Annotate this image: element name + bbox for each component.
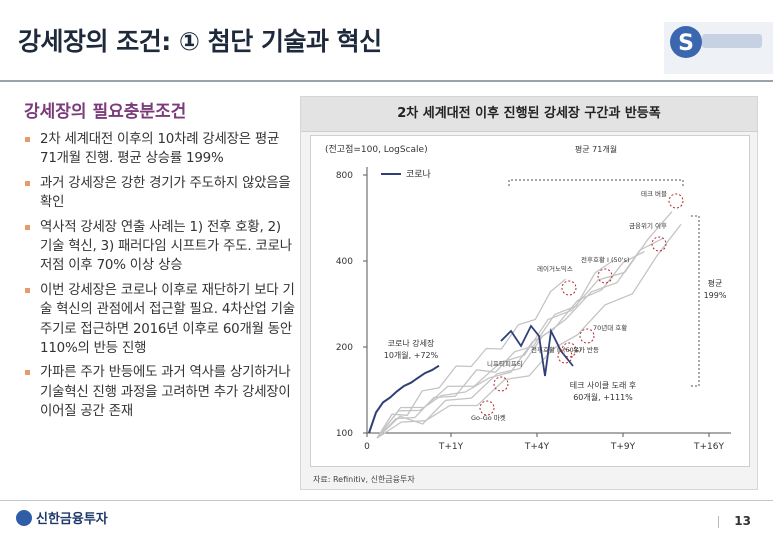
footer-divider [0, 500, 773, 501]
event-marker [579, 328, 595, 344]
bullet-item: 이번 강세장은 코로나 이후로 재단하기 보다 기술 혁신의 관점에서 접근할 … [24, 281, 296, 359]
bullet-marker-icon [25, 224, 30, 230]
avg-return-bracket [691, 215, 700, 387]
bullet-item: 가파른 주가 반등에도 과거 역사를 상기하거나 기술혁신 진행 과정을 고려하… [24, 363, 296, 421]
bullet-marker-icon [25, 287, 30, 293]
corona-annotation: 코로나 강세장 [388, 338, 435, 348]
bull-market-chart: (전고점=100, LogScale) 100 200 400 800 0 T+1Y T+4Y… [325, 143, 731, 452]
chart-panel: 2차 세계대전 이후 진행된 강세장 구간과 반등폭 (전고점=100, Log… [300, 96, 758, 490]
corona-series-line [368, 364, 440, 434]
x-tick-label: 0 [364, 442, 370, 452]
avg-span-label: 평균 71개월 [575, 144, 617, 154]
event-marker [651, 236, 667, 252]
event-label: Go-Go 마켓 [471, 413, 506, 422]
event-marker [479, 400, 495, 416]
history-series-line [376, 237, 664, 439]
x-tick-label: T+1Y [438, 442, 464, 452]
avg-return-label: 평균 [708, 278, 723, 288]
event-marker [493, 376, 509, 392]
event-label: 금융위기 이후 [629, 221, 667, 230]
y-tick-label: 100 [336, 429, 353, 439]
y-tick-label: 400 [336, 257, 353, 267]
event-marker [597, 268, 613, 284]
tech-cycle-annotation: 60개월, +111% [573, 392, 633, 402]
event-label: 전후호황 I (50's) [581, 255, 630, 264]
tech-cycle-annotation: 테크 사이클 도래 후 [570, 380, 637, 390]
bullet-item: 역사적 강세장 연출 사례는 1) 전후 호황, 2) 기술 혁신, 3) 패러… [24, 218, 296, 276]
event-marker [561, 280, 577, 296]
history-series-line [376, 250, 645, 439]
event-marker [561, 342, 577, 358]
company-logo: S [664, 22, 773, 74]
page-separator [718, 516, 719, 528]
event-label: 전후호황 II (60's) [531, 345, 581, 354]
bullet-marker-icon [25, 180, 30, 186]
event-label: 니프티피프티 [487, 359, 523, 368]
corona-annotation: 10개월, +72% [384, 350, 439, 360]
x-tick-label: T+16Y [693, 442, 724, 452]
event-marker [557, 348, 573, 364]
x-tick-label: T+9Y [610, 442, 636, 452]
bullet-item: 2차 세계대전 이후의 10차례 강세장은 평균 71개월 진행. 평균 상승률… [24, 130, 296, 169]
legend-label: 코로나 [406, 169, 431, 180]
event-label: 70년대 호황 [593, 323, 627, 332]
svg-text:S: S [678, 31, 694, 56]
chart-area: (전고점=100, LogScale) 100 200 400 800 0 T+1Y T+4Y… [310, 135, 750, 467]
y-tick-label: 200 [336, 343, 353, 353]
event-label: 유가 반등 [573, 345, 599, 354]
bullet-list: 2차 세계대전 이후의 10차례 강세장은 평균 71개월 진행. 평균 상승률… [24, 130, 296, 427]
history-series-line [376, 211, 673, 439]
bullet-marker-icon [25, 370, 30, 376]
page-number: 13 [734, 514, 751, 528]
bullet-item: 과거 강세장은 강한 경기가 주도하지 않았음을 확인 [24, 174, 296, 213]
unit-note: (전고점=100, LogScale) [325, 143, 428, 155]
chart-source: 자료: Refinitiv, 신한금융투자 [313, 475, 415, 484]
section-subtitle: 강세장의 필요충분조건 [24, 102, 187, 122]
x-tick-label: T+4Y [524, 442, 550, 452]
brand-logo-icon [16, 510, 32, 526]
event-label: 테크 버블 [641, 189, 667, 198]
chart-title: 2차 세계대전 이후 진행된 강세장 구간과 반등폭 [301, 97, 757, 132]
tech-cycle-line [500, 324, 574, 377]
bullet-marker-icon [25, 137, 30, 142]
footer-brand: 신한금융투자 [16, 508, 108, 527]
event-marker [668, 193, 684, 209]
avg-return-label: 199% [704, 291, 727, 300]
history-series-line [376, 223, 682, 439]
event-label: 레이거노믹스 [537, 264, 573, 273]
avg-span-bracket [508, 179, 684, 186]
y-tick-label: 800 [336, 171, 353, 181]
title-divider [0, 80, 773, 82]
page-title: 강세장의 조건: ① 첨단 기술과 혁신 [18, 27, 382, 56]
history-series-line [376, 278, 566, 439]
